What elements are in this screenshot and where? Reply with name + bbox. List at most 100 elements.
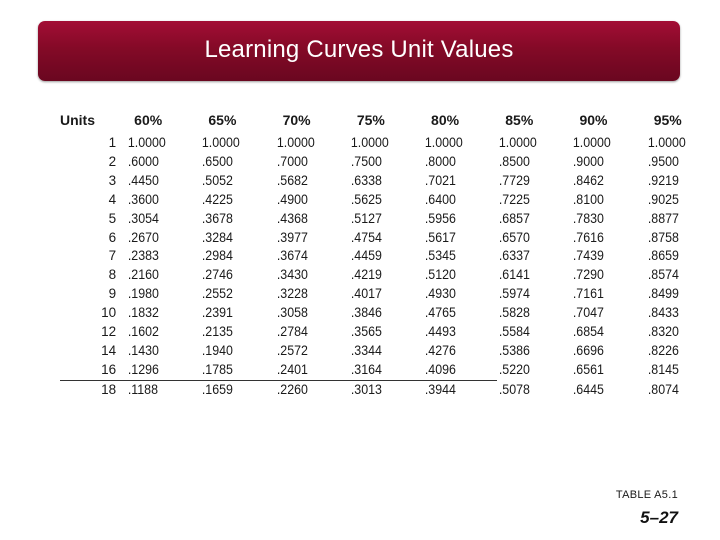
- table-row: 8 .2160 .2746 .3430 .4219 .5120 .6141 .7290 .857…: [60, 266, 720, 285]
- units-cell: 8: [108, 267, 117, 283]
- units-cell: 9: [108, 286, 117, 302]
- table-body: 1 1.0000 1.0000 1.0000 1.0000 1.0000 1.0000 1.0…: [60, 134, 720, 400]
- column-header-70: 70%: [282, 112, 311, 128]
- value-cell: .6141: [499, 267, 531, 283]
- value-cell: .1296: [126, 360, 195, 381]
- value-cell: .2160: [128, 267, 160, 283]
- value-cell: .5120: [424, 267, 456, 283]
- value-cell: .8433: [647, 305, 679, 321]
- value-cell: .2401: [274, 360, 343, 381]
- value-cell: .1980: [128, 286, 160, 302]
- value-cell: .1785: [200, 360, 269, 381]
- value-cell: .8000: [424, 153, 456, 169]
- value-cell: .9025: [647, 191, 679, 207]
- column-header-80: 80%: [431, 112, 460, 128]
- value-cell: .7830: [573, 210, 605, 226]
- slide-title: Learning Curves Unit Values: [204, 36, 514, 63]
- value-cell: .4459: [350, 248, 382, 264]
- value-cell: 1.0000: [350, 135, 389, 150]
- value-cell: .8145: [647, 362, 679, 378]
- value-cell: .6400: [424, 191, 456, 207]
- value-cell: .8499: [647, 286, 679, 302]
- value-cell: .4219: [350, 267, 382, 283]
- table-row: 4 .3600 .4225 .4900 .5625 .6400 .7225 .8100 .902…: [60, 191, 720, 210]
- value-cell: 1.0000: [128, 135, 167, 150]
- units-cell: 14: [101, 342, 117, 358]
- value-cell: .5078: [499, 381, 531, 397]
- table-row: 2 .6000 .6500 .7000 .7500 .8000 .8500 .9000 .950…: [60, 153, 720, 172]
- table-row: 3 .4450 .5052 .5682 .6338 .7021 .7729 .8462 .921…: [60, 172, 720, 191]
- value-cell: .3565: [350, 324, 382, 340]
- value-cell: .5682: [276, 172, 308, 188]
- value-cell: .4225: [202, 191, 234, 207]
- value-cell: .2670: [128, 229, 160, 245]
- value-cell: .3674: [276, 248, 308, 264]
- table-header-row: Units 60% 65% 70% 75% 80% 85% 90% 95%: [60, 112, 720, 134]
- title-banner: Learning Curves Unit Values: [38, 21, 680, 81]
- table-row: 16.1296.1785.2401.3164.4096 .5220 .6561 .81…: [60, 360, 720, 381]
- value-cell: .4493: [424, 324, 456, 340]
- value-cell: 1.0000: [202, 135, 241, 150]
- units-cell: 2: [108, 153, 117, 169]
- value-cell: .3344: [350, 342, 382, 358]
- units-cell: 18: [101, 381, 117, 397]
- column-header-60: 60%: [134, 112, 163, 128]
- units-cell: 1: [108, 135, 117, 150]
- value-cell: .6854: [573, 324, 605, 340]
- value-cell: .3430: [276, 267, 308, 283]
- value-cell: .6696: [573, 342, 605, 358]
- value-cell: .1659: [202, 381, 234, 397]
- table-row: 6 .2670 .3284 .3977 .4754 .5617 .6570 .7616 .875…: [60, 229, 720, 248]
- value-cell: .5127: [350, 210, 382, 226]
- value-cell: .5974: [499, 286, 531, 302]
- value-cell: .6561: [573, 362, 605, 378]
- value-cell: .5386: [499, 342, 531, 358]
- value-cell: .7439: [573, 248, 605, 264]
- value-cell: .6337: [499, 248, 531, 264]
- value-cell: .4900: [276, 191, 308, 207]
- value-cell: .7500: [350, 153, 382, 169]
- value-cell: .4930: [424, 286, 456, 302]
- value-cell: .7047: [573, 305, 605, 321]
- value-cell: .1430: [128, 342, 160, 358]
- column-header-95: 95%: [653, 112, 682, 128]
- table-row: 9 .1980 .2552 .3228 .4017 .4930 .5974 .7161 .849…: [60, 285, 720, 304]
- value-cell: .9500: [647, 153, 679, 169]
- table-row: 14 .1430 .1940 .2572 .3344 .4276 .5386 .6696 .82…: [60, 342, 720, 361]
- value-cell: .3846: [350, 305, 382, 321]
- units-cell: 7: [108, 248, 117, 264]
- value-cell: .1188: [128, 381, 159, 397]
- column-header-85: 85%: [505, 112, 534, 128]
- units-cell: 4: [108, 191, 117, 207]
- value-cell: .8659: [647, 248, 679, 264]
- value-cell: .7225: [499, 191, 531, 207]
- column-header-units: Units: [60, 112, 95, 128]
- value-cell: .6500: [202, 153, 234, 169]
- column-header-75: 75%: [356, 112, 385, 128]
- value-cell: .2135: [202, 324, 234, 340]
- value-cell: .2391: [202, 305, 234, 321]
- units-cell: 12: [101, 324, 117, 340]
- value-cell: .2572: [276, 342, 308, 358]
- value-cell: .8462: [573, 172, 605, 188]
- units-cell: 6: [108, 229, 117, 245]
- page-number: 5–27: [640, 508, 678, 527]
- value-cell: .4017: [350, 286, 382, 302]
- value-cell: .4368: [276, 210, 308, 226]
- units-cell: 3: [108, 172, 117, 188]
- value-cell: .4276: [424, 342, 456, 358]
- value-cell: .5625: [350, 191, 382, 207]
- value-cell: .9000: [573, 153, 605, 169]
- value-cell: .3058: [276, 305, 308, 321]
- value-cell: 1.0000: [276, 135, 315, 150]
- value-cell: .1832: [128, 305, 160, 321]
- value-cell: .7161: [573, 286, 605, 302]
- value-cell: 1.0000: [573, 135, 612, 150]
- value-cell: .7021: [424, 172, 456, 188]
- value-cell: .8100: [573, 191, 605, 207]
- value-cell: .7000: [276, 153, 308, 169]
- value-cell: .3013: [350, 381, 382, 397]
- value-cell: .6857: [499, 210, 531, 226]
- value-cell: .3284: [202, 229, 234, 245]
